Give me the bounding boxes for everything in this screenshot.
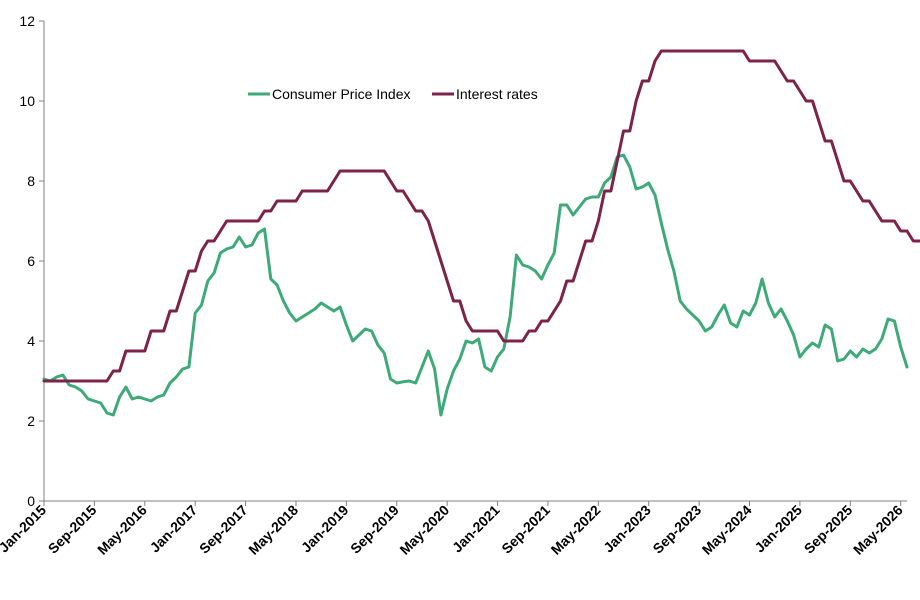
- x-tick-label: May-2020: [396, 502, 452, 558]
- series-layer: [42, 49, 920, 417]
- x-axis-ticks: Jan-2015Sep-2015May-2016Jan-2017Sep-2017…: [0, 501, 906, 558]
- y-tick-label: 12: [19, 13, 35, 29]
- x-tick-label: Sep-2015: [45, 502, 100, 557]
- x-tick-label: May-2024: [699, 502, 755, 558]
- y-tick-label: 2: [27, 413, 35, 429]
- x-tick-label: Sep-2021: [498, 502, 553, 557]
- y-axis-ticks: 0 2 4 6 8 10 12: [19, 13, 44, 509]
- x-tick-label: Sep-2017: [196, 502, 251, 557]
- y-tick-label: 6: [27, 253, 35, 269]
- y-tick-label: 10: [19, 93, 35, 109]
- legend-label-interest-rates: Interest rates: [456, 86, 538, 102]
- legend-label-cpi: Consumer Price Index: [272, 86, 411, 102]
- x-tick-label: Sep-2019: [347, 502, 402, 557]
- x-tick-label: May-2016: [94, 502, 150, 558]
- x-tick-label: Jan-2019: [298, 502, 352, 556]
- y-tick-label: 4: [27, 333, 35, 349]
- x-tick-label: Jan-2017: [147, 502, 201, 556]
- x-tick-label: Jan-2015: [0, 502, 49, 556]
- series-line-interest-rates: [42, 49, 920, 383]
- legend: Consumer Price Index Interest rates: [248, 86, 538, 102]
- x-tick-label: May-2026: [850, 502, 906, 558]
- x-tick-label: May-2018: [245, 502, 301, 558]
- x-tick-label: Jan-2023: [600, 502, 654, 556]
- x-tick-label: May-2022: [548, 502, 604, 558]
- y-tick-label: 8: [27, 173, 35, 189]
- x-tick-label: Jan-2025: [751, 502, 805, 556]
- x-tick-label: Jan-2021: [449, 502, 503, 556]
- x-tick-label: Sep-2025: [801, 502, 856, 557]
- x-tick-label: Sep-2023: [649, 502, 704, 557]
- y-tick-label: 0: [27, 493, 35, 509]
- series-line-cpi: [42, 153, 909, 417]
